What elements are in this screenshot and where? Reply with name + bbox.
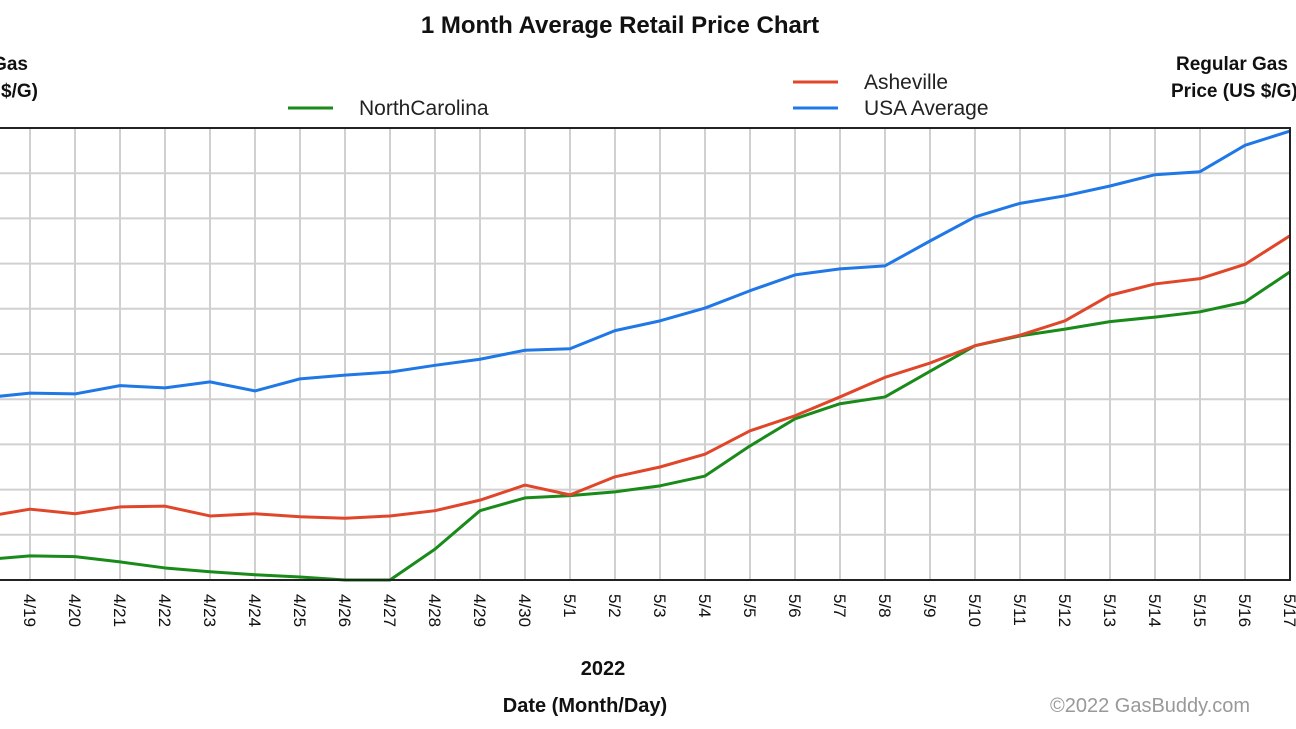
x-tick-label: 4/27 bbox=[380, 594, 399, 627]
series-line-northcarolina bbox=[0, 270, 1291, 582]
series-line-asheville bbox=[0, 234, 1291, 520]
x-tick-label: 5/12 bbox=[1055, 594, 1074, 627]
chart-title: 1 Month Average Retail Price Chart bbox=[421, 12, 819, 39]
x-tick-label: 5/4 bbox=[695, 594, 714, 618]
y-axis-label-left-line1: Regular Gas bbox=[0, 54, 28, 75]
y-axis-label-left-line2: Price (US $/G) bbox=[0, 81, 38, 102]
x-tick-label: 4/19 bbox=[20, 594, 39, 627]
x-tick-label: 4/29 bbox=[470, 594, 489, 627]
y-axis-label-right-line1: Regular Gas bbox=[1176, 54, 1288, 75]
x-tick-label: 5/6 bbox=[785, 594, 804, 618]
x-tick-label: 5/15 bbox=[1190, 594, 1209, 627]
x-tick-label: 5/16 bbox=[1235, 594, 1254, 627]
x-tick-label: 4/23 bbox=[200, 594, 219, 627]
plot-border bbox=[0, 127, 1291, 581]
x-tick-label: 5/10 bbox=[965, 594, 984, 627]
x-axis-year: 2022 bbox=[581, 658, 626, 680]
x-tick-label: 5/13 bbox=[1100, 594, 1119, 627]
x-tick-label: 4/25 bbox=[290, 594, 309, 627]
x-tick-label: 5/1 bbox=[560, 594, 579, 618]
x-tick-label: 5/5 bbox=[740, 594, 759, 618]
series-lines bbox=[0, 129, 1291, 582]
legend-label: NorthCarolina bbox=[359, 97, 489, 120]
legend: NorthCarolina Asheville USA Average bbox=[288, 71, 989, 120]
series-line-usa-average bbox=[0, 129, 1291, 398]
x-tick-label: 5/14 bbox=[1145, 594, 1164, 627]
x-tick-label: 5/9 bbox=[920, 594, 939, 618]
y-axis-label-right-line2: Price (US $/G) bbox=[1171, 81, 1296, 102]
x-tick-labels: 4/184/194/204/214/224/234/244/254/264/27… bbox=[20, 594, 1296, 627]
x-tick-label: 5/2 bbox=[605, 594, 624, 618]
x-tick-label: 4/21 bbox=[110, 594, 129, 627]
copyright: ©2022 GasBuddy.com bbox=[1050, 695, 1250, 717]
x-tick-label: 5/3 bbox=[650, 594, 669, 618]
x-tick-label: 5/11 bbox=[1010, 594, 1029, 626]
x-tick-label: 4/20 bbox=[65, 594, 84, 627]
x-tick-label: 4/24 bbox=[245, 594, 264, 627]
x-tick-label: 4/26 bbox=[335, 594, 354, 627]
legend-label: Asheville bbox=[864, 71, 948, 94]
x-tick-label: 4/28 bbox=[425, 594, 444, 627]
x-tick-label: 4/30 bbox=[515, 594, 534, 627]
x-tick-label: 4/22 bbox=[155, 594, 174, 627]
x-tick-label: 5/7 bbox=[830, 594, 849, 618]
x-tick-label: 5/17 bbox=[1280, 594, 1296, 627]
x-tick-label: 5/8 bbox=[875, 594, 894, 618]
legend-label: USA Average bbox=[864, 97, 989, 120]
x-axis-label: Date (Month/Day) bbox=[503, 695, 667, 717]
